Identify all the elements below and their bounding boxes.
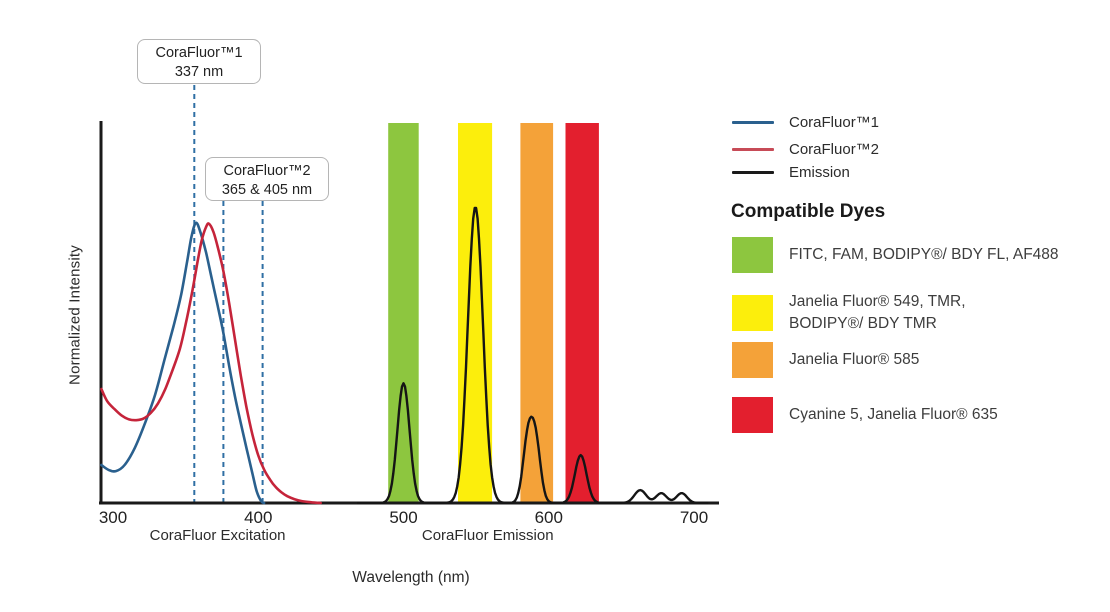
callout-corafluor1: CoraFluor™1 337 nm (137, 39, 261, 84)
excitation-curve-0 (100, 221, 266, 505)
x-tick-600: 600 (534, 508, 563, 527)
callout-corafluor1-name: CoraFluor™1 (155, 45, 243, 61)
callout-corafluor2-wavelength: 365 & 405 nm (221, 182, 313, 199)
callout-corafluor2-name: CoraFluor™2 (223, 163, 311, 179)
x-tick-700: 700 (679, 508, 709, 527)
emission-curve (357, 206, 709, 505)
callout-corafluor1-wavelength: 337 nm (174, 64, 224, 81)
x-tick-300: 300 (98, 508, 128, 527)
excitation-curve-1 (100, 222, 322, 505)
emission-band-1 (458, 123, 493, 502)
y-axis-label: Normalized Intensity (66, 245, 84, 385)
x-tick-400: 400 (244, 508, 273, 527)
callout-corafluor2: CoraFluor™2 365 & 405 nm (205, 157, 329, 201)
axis-sublabel-0: CoraFluor Excitation (149, 527, 286, 544)
x-axis-title: Wavelength (nm) (352, 569, 470, 586)
axis-sublabel-1: CoraFluor Emission (421, 527, 554, 544)
emission-band-0 (388, 123, 419, 502)
x-tick-500: 500 (389, 508, 418, 527)
emission-band-3 (565, 123, 599, 502)
